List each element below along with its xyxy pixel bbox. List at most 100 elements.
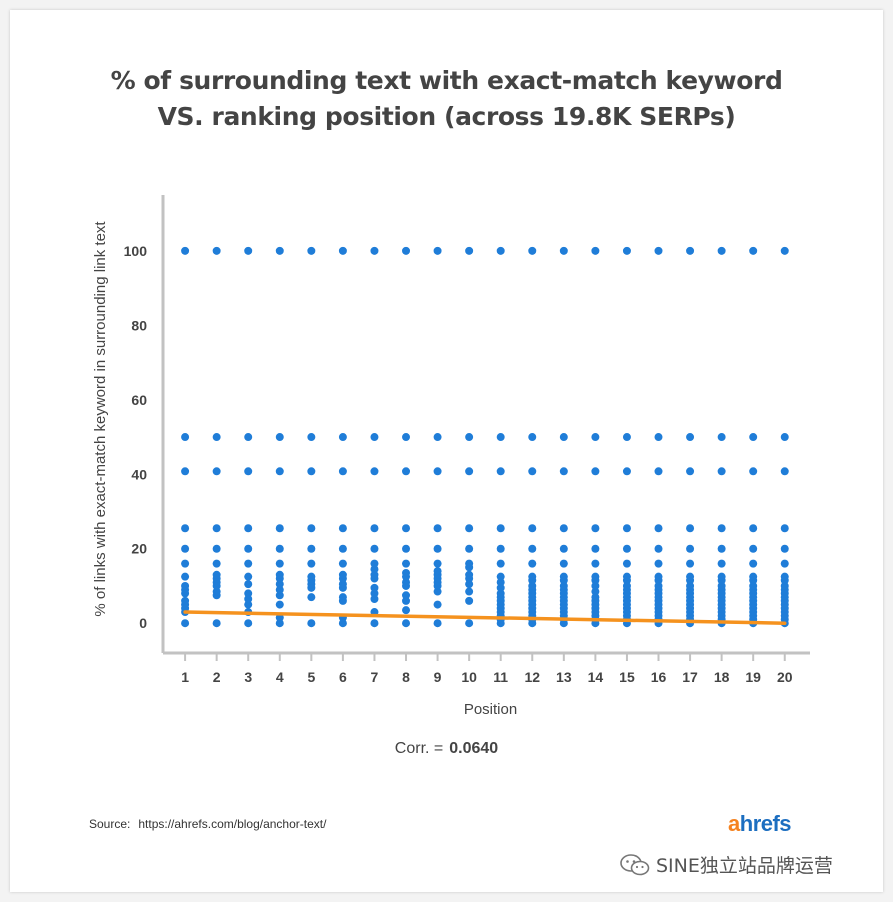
data-point xyxy=(244,433,253,442)
logo-letter-a: a xyxy=(728,811,740,836)
data-point xyxy=(528,581,537,590)
data-point xyxy=(591,246,600,255)
data-point xyxy=(307,559,316,568)
data-point xyxy=(275,619,284,628)
data-point xyxy=(749,572,758,581)
data-point xyxy=(654,581,663,590)
x-axis-title: Position xyxy=(464,701,517,718)
data-point xyxy=(307,524,316,533)
data-point xyxy=(402,433,411,442)
data-point xyxy=(402,578,411,587)
data-point xyxy=(275,246,284,255)
x-tick-label: 2 xyxy=(213,669,221,685)
data-point xyxy=(528,433,537,442)
chart-title-line-1: % of surrounding text with exact-match k… xyxy=(110,66,783,95)
data-point xyxy=(465,544,474,553)
x-tick-label: 14 xyxy=(588,669,604,685)
data-point xyxy=(370,583,379,592)
x-tick-label: 20 xyxy=(777,669,793,685)
data-point xyxy=(338,524,347,533)
data-point xyxy=(212,246,221,255)
data-point xyxy=(433,587,442,596)
data-point xyxy=(338,246,347,255)
data-point xyxy=(465,580,474,589)
x-tick-label: 16 xyxy=(651,669,667,685)
data-point xyxy=(402,606,411,615)
data-point xyxy=(244,589,253,598)
data-point xyxy=(465,433,474,442)
data-point xyxy=(433,567,442,576)
data-point xyxy=(181,596,190,605)
data-point xyxy=(212,544,221,553)
data-point xyxy=(559,433,568,442)
data-point xyxy=(780,572,789,581)
data-point xyxy=(591,559,600,568)
data-point xyxy=(244,467,253,476)
correlation-value: 0.0640 xyxy=(449,740,499,757)
data-point xyxy=(496,578,505,587)
data-point xyxy=(402,591,411,600)
data-point xyxy=(780,544,789,553)
data-point xyxy=(338,570,347,579)
data-point xyxy=(559,246,568,255)
data-point xyxy=(654,572,663,581)
data-point xyxy=(686,581,695,590)
data-point xyxy=(181,544,190,553)
data-point xyxy=(622,572,631,581)
data-point xyxy=(212,619,221,628)
data-point xyxy=(528,524,537,533)
data-point xyxy=(559,559,568,568)
correlation-note: Corr. = 0.0640 xyxy=(0,740,893,758)
data-point xyxy=(496,559,505,568)
data-point xyxy=(338,619,347,628)
data-point xyxy=(686,559,695,568)
y-tick-label: 60 xyxy=(131,392,147,408)
data-point xyxy=(591,544,600,553)
data-point xyxy=(433,559,442,568)
data-point xyxy=(402,544,411,553)
data-point xyxy=(244,580,253,589)
data-point xyxy=(528,246,537,255)
data-point xyxy=(780,581,789,590)
data-point xyxy=(275,570,284,579)
ahrefs-logo: ahrefs xyxy=(728,811,792,837)
data-point xyxy=(528,467,537,476)
data-point xyxy=(496,467,505,476)
trend-line xyxy=(183,610,787,625)
data-point xyxy=(181,467,190,476)
data-point xyxy=(307,572,316,581)
data-point xyxy=(370,524,379,533)
source-link[interactable]: https://ahrefs.com/blog/anchor-text/ xyxy=(138,817,327,831)
data-point xyxy=(496,433,505,442)
data-point xyxy=(591,572,600,581)
data-point xyxy=(338,433,347,442)
data-point xyxy=(686,544,695,553)
data-point xyxy=(370,559,379,568)
data-point xyxy=(465,570,474,579)
data-points-group xyxy=(181,246,789,628)
data-point xyxy=(559,467,568,476)
data-point xyxy=(275,559,284,568)
data-point xyxy=(496,544,505,553)
data-point xyxy=(275,524,284,533)
x-tick-label: 12 xyxy=(524,669,540,685)
data-point xyxy=(370,570,379,579)
data-point xyxy=(338,580,347,589)
data-point xyxy=(338,559,347,568)
data-point xyxy=(275,467,284,476)
watermark-text: SINE独立站品牌运营 xyxy=(656,855,833,877)
chart-card xyxy=(10,10,883,892)
data-point xyxy=(402,619,411,628)
x-tick-label: 8 xyxy=(402,669,410,685)
data-point xyxy=(622,246,631,255)
data-point xyxy=(591,587,600,596)
data-point xyxy=(559,524,568,533)
watermark: SINE独立站品牌运营 xyxy=(620,851,833,878)
data-point xyxy=(559,544,568,553)
data-point xyxy=(465,467,474,476)
data-point xyxy=(212,433,221,442)
data-point xyxy=(717,544,726,553)
data-point xyxy=(496,589,505,598)
data-point xyxy=(686,246,695,255)
